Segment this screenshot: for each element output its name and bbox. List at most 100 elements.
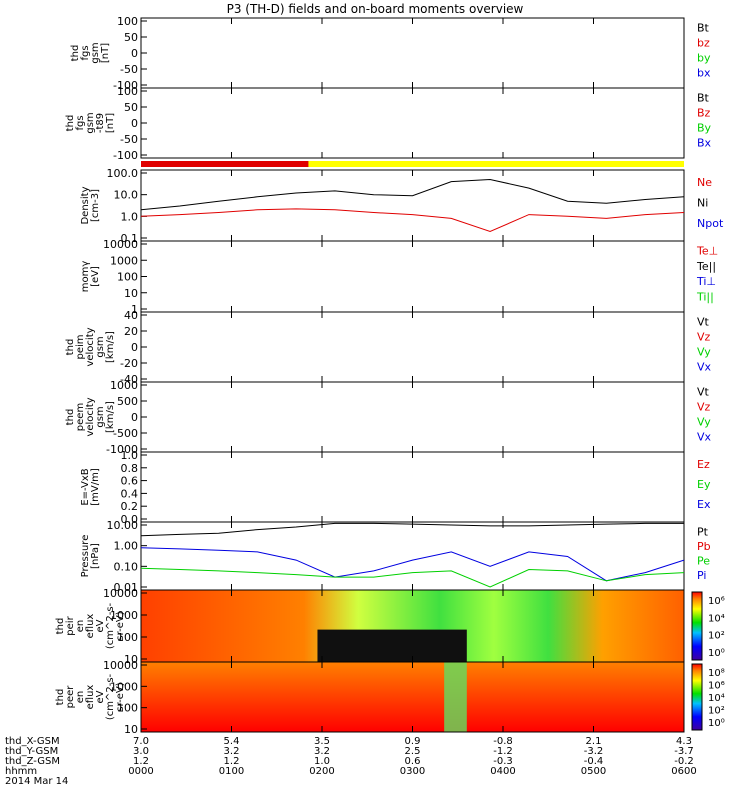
series-Pi [140,547,685,582]
y-axis-label: eV [95,619,106,632]
y-axis-label: [nT] [100,43,111,63]
y-tick-label: 10 [124,653,138,666]
time-row-value: 2.1 [586,736,602,747]
y-tick-label: 100 [117,15,138,28]
y-tick-label: 0.2 [121,500,139,513]
legend-Vz: Vz [697,401,711,414]
y-tick-label: 0.8 [121,462,139,475]
y-axis-label: peer [65,685,76,709]
time-row-value: -0.8 [493,736,513,747]
y-tick-label: -100 [113,79,138,92]
series-Pe [140,567,685,588]
time-row-value: 0300 [400,766,425,777]
legend-Ti⊥: Ti⊥ [696,275,716,288]
y-axis-label: eflux [85,685,96,710]
y-axis-label: gsm [85,112,96,133]
y-tick-label: 100 [117,702,138,715]
color-bar-label: 10² [708,631,725,642]
panel-ion_spec: 10000 1000 100 10 thd peir en eflux eV (cm^2-s-sr… [55,587,725,666]
legend-Vx: Vx [697,431,712,444]
y-axis-label: fgs [75,115,86,130]
time-row-value: 1.0 [314,756,330,767]
legend-Bt: Bt [697,92,710,105]
color-bar [691,591,703,661]
time-row-value: 0.9 [405,736,421,747]
y-axis-label: [km/s] [105,401,116,433]
panel-frame [140,381,685,453]
color-bar-label: 10² [708,706,725,717]
y-tick-label: 1000 [110,254,138,267]
time-row-label: thd_Z-GSM [5,756,60,767]
time-row-label: hhmm [5,766,37,777]
time-row-value: -1.2 [493,746,513,757]
legend-Pt: Pt [697,525,709,538]
color-bar-label: 10⁴ [708,693,725,704]
y-tick-label: 10000 [103,587,138,600]
y-tick-label: 0 [131,411,138,424]
time-row-value: 0600 [671,766,696,777]
y-axis-label: en [75,691,86,704]
y-tick-label: 0 [131,47,138,60]
legend-Bx: Bx [697,137,712,150]
y-tick-label: 1000 [110,379,138,392]
y-axis-label: [eV] [90,266,101,287]
time-row-value: -0.2 [674,756,694,767]
y-tick-label: 10 [124,287,138,300]
date-label: 2014 Mar 14 [5,776,68,787]
legend-bx: bx [697,67,711,80]
y-axis-label: E=-VxB [80,468,91,505]
electron-spectrogram [141,662,684,732]
y-axis-label: thd [55,689,66,706]
y-axis-label: momγ [80,261,91,293]
legend-By: By [697,122,712,135]
y-tick-label: 10000 [103,659,138,672]
y-tick-label: 0.10 [114,560,139,573]
legend-Vy: Vy [697,346,711,359]
y-axis-label: peir [65,615,76,635]
legend-Te||: Te|| [696,260,716,273]
y-tick-label: 1000 [110,680,138,693]
legend-Bt: Bt [697,22,710,35]
panel-frame [140,451,685,523]
color-bar-label: 10⁴ [708,613,725,624]
panel-frame [140,17,685,89]
legend-Bz: Bz [697,107,711,120]
panel-frame [140,87,685,159]
y-tick-label: 1.0 [121,449,139,462]
time-row-value: 7.0 [133,736,149,747]
legend-Npot: Npot [697,217,724,230]
panel-efield: 1.00.80.60.40.20.0 E=-VxB [mV/m] Ez Ey Ex [80,449,711,526]
time-row-value: -0.4 [584,756,604,767]
y-axis-label: [nPa] [90,543,101,569]
plot-title: P3 (TH-D) fields and on-board moments ov… [227,2,524,16]
y-tick-label: 20 [124,325,138,338]
y-axis-label: [nT] [105,113,116,133]
color-bar [691,663,703,731]
y-tick-label: 100.0 [107,167,139,180]
y-tick-label: 0.4 [121,487,139,500]
legend-Ez: Ez [697,458,710,471]
y-tick-label: 10.00 [107,519,139,532]
legend-Pe: Pe [697,554,710,567]
time-row-value: 0200 [309,766,334,777]
color-bar-label: 10⁶ [708,681,725,692]
time-row-value: 0100 [219,766,244,777]
y-axis-label: thd [65,339,76,356]
y-tick-label: 0 [131,341,138,354]
time-row-label: thd_Y-GSM [5,746,58,757]
y-axis-label: sr-eV) [115,682,126,711]
y-tick-label: 10 [124,723,138,736]
y-axis-label: eV [95,690,106,703]
time-row-value: 5.4 [224,736,240,747]
time-row-value: 0400 [490,766,515,777]
y-tick-label: 10.0 [114,189,139,202]
y-axis-label: velocity [85,397,96,436]
legend-Vt: Vt [697,316,710,329]
y-tick-label: 0.6 [121,475,139,488]
legend-Pb: Pb [697,540,711,553]
legend-Ni: Ni [697,197,708,210]
panel-frame [140,169,685,242]
time-row-value: -3.7 [674,746,694,757]
color-bar-label: 10⁰ [708,718,725,729]
series-Ne [140,208,685,233]
